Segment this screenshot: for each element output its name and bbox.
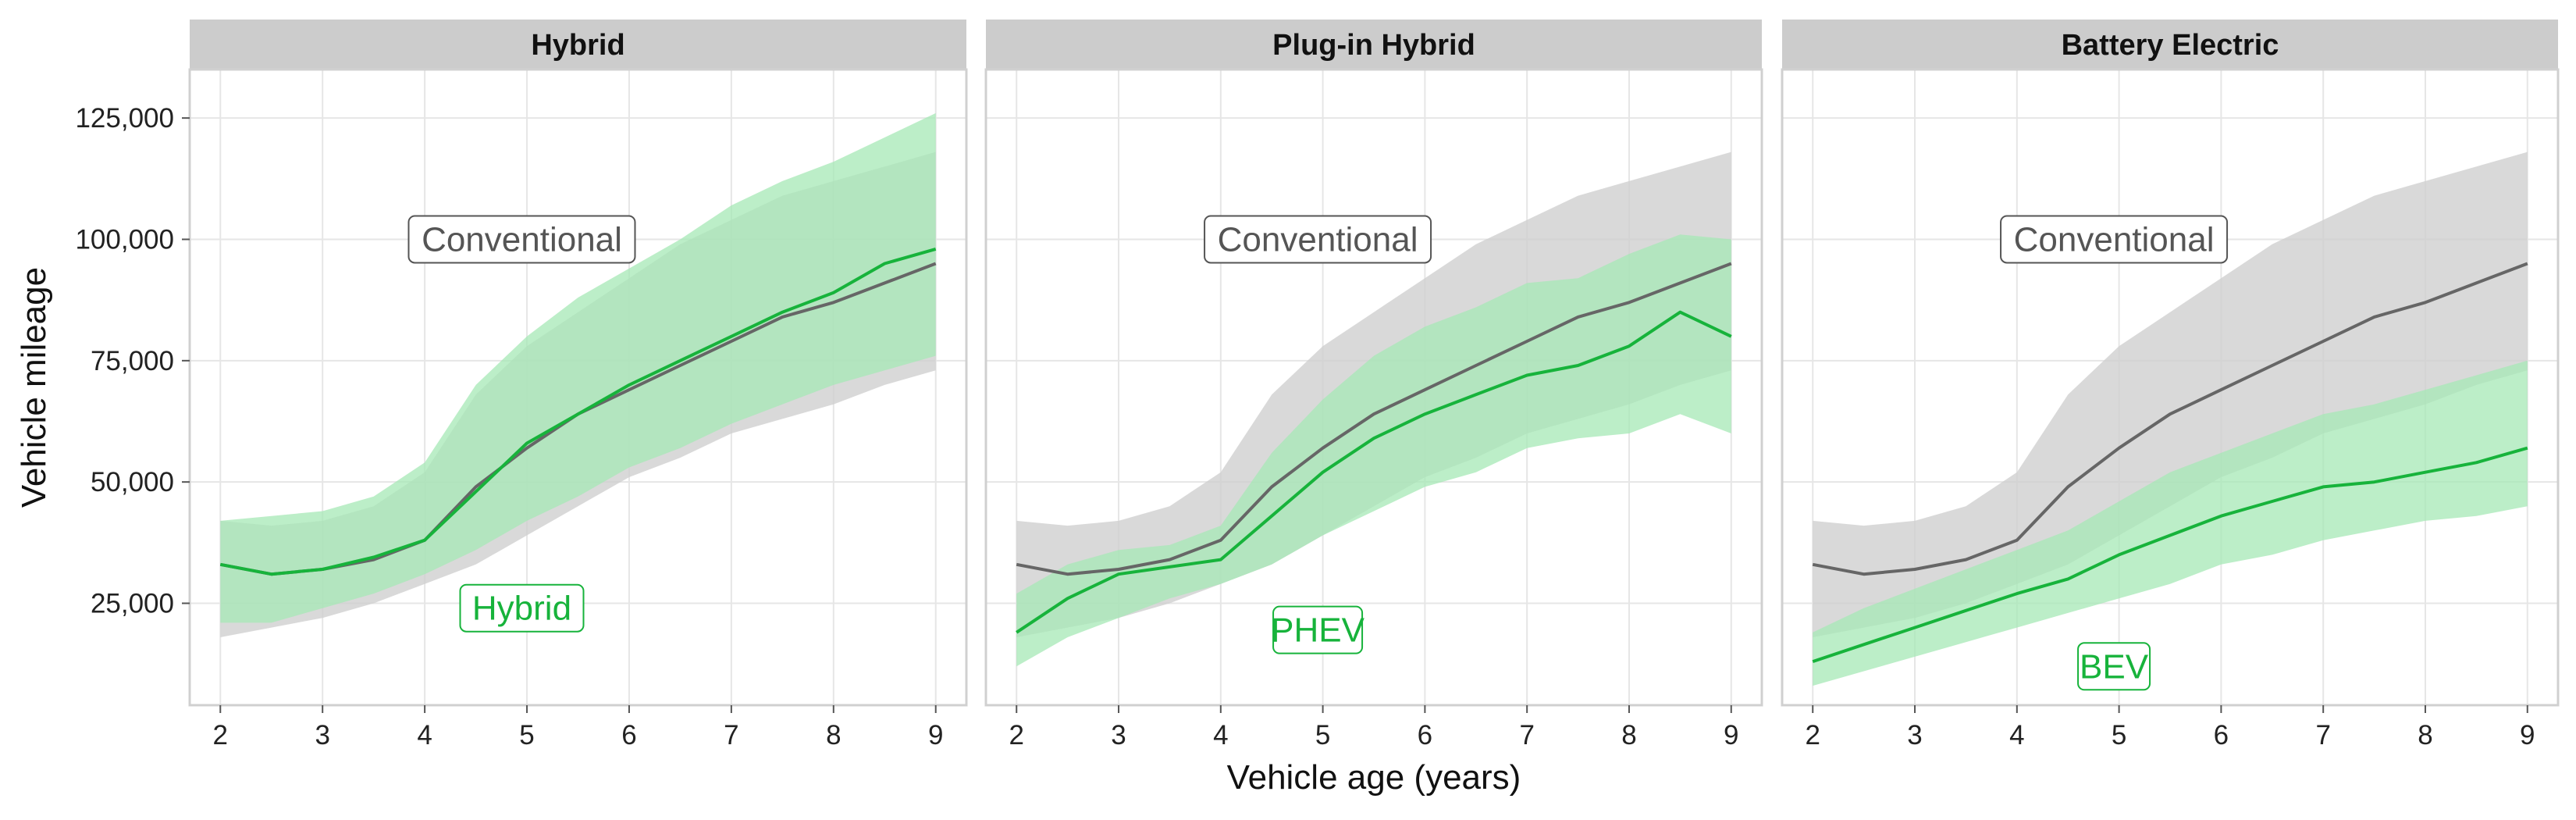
ev-band	[1016, 234, 1731, 667]
ev-line	[1812, 446, 2528, 663]
x-tick-label: 9	[1724, 720, 1738, 750]
conventional-label-text: Conventional	[1218, 220, 1418, 258]
x-tick-label: 8	[826, 720, 841, 750]
facet-strip	[986, 20, 1762, 70]
x-tick-label: 7	[2315, 720, 2330, 750]
conventional-label-text: Conventional	[2014, 220, 2215, 258]
x-tick-label: 5	[1315, 720, 1330, 750]
ev-band	[220, 112, 936, 623]
x-tick-label: 3	[1111, 720, 1126, 750]
facet-title: Hybrid	[531, 29, 624, 62]
conventional-label-text: Conventional	[422, 220, 622, 258]
conventional-line	[1016, 262, 1732, 576]
x-tick-label: 5	[2112, 720, 2126, 750]
facet-title: Plug-in Hybrid	[1272, 29, 1475, 62]
x-tick-label: 2	[213, 720, 228, 750]
conventional-band	[1813, 152, 2528, 638]
y-tick-label: 75,000	[91, 346, 174, 376]
ev-label-box	[2077, 642, 2151, 691]
x-tick-label: 3	[315, 720, 329, 750]
panel-border	[984, 68, 1763, 707]
y-tick-label: 100,000	[75, 224, 174, 255]
x-tick-label: 4	[2009, 720, 2024, 750]
x-tick-label: 9	[928, 720, 943, 750]
x-tick-label: 7	[1519, 720, 1534, 750]
conventional-label-box	[2000, 215, 2229, 264]
x-tick-label: 8	[2418, 720, 2432, 750]
x-tick-label: 9	[2520, 720, 2535, 750]
conventional-label-box	[407, 215, 636, 264]
x-tick-label: 8	[1621, 720, 1636, 750]
ev-label-text: PHEV	[1271, 611, 1364, 650]
ev-label-box	[459, 583, 585, 633]
conventional-line	[1812, 262, 2528, 576]
x-tick-label: 2	[1009, 720, 1024, 750]
ev-line	[1016, 310, 1732, 634]
facet-title: Battery Electric	[2062, 29, 2279, 62]
ev-band	[1813, 360, 2528, 686]
ev-label-box	[1272, 605, 1364, 654]
x-tick-label: 6	[2214, 720, 2229, 750]
y-tick-label: 125,000	[75, 103, 174, 134]
panel-border	[188, 68, 968, 707]
ev-line	[219, 247, 937, 576]
x-tick-label: 3	[1907, 720, 1922, 750]
facet-strip	[190, 20, 966, 70]
x-tick-label: 2	[1806, 720, 1820, 750]
x-tick-label: 4	[417, 720, 432, 750]
y-axis-title: Vehicle mileage	[15, 267, 53, 508]
x-tick-label: 4	[1213, 720, 1228, 750]
x-tick-label: 5	[519, 720, 534, 750]
x-tick-label: 6	[621, 720, 636, 750]
facet-panel-2: Battery Electric Conventional BEV 2 3 4 5 6 7 8 9	[1781, 20, 2560, 750]
facet-panel-0: Hybrid Conventional Hybrid 2 3 4 5 6 7 8 9	[182, 20, 968, 750]
x-axis-title: Vehicle age (years)	[1227, 758, 1521, 797]
facet-strip	[1782, 20, 2558, 70]
y-tick-label: 50,000	[91, 467, 174, 497]
y-tick-label: 25,000	[91, 589, 174, 619]
ev-label-text: BEV	[2080, 647, 2149, 686]
panel-border	[1781, 68, 2560, 707]
x-tick-label: 6	[1418, 720, 1432, 750]
facet-panel-1: Plug-in Hybrid Conventional PHEV 2 3 4 5 6 7 8 9	[984, 20, 1763, 750]
ev-label-text: Hybrid	[472, 590, 571, 628]
conventional-label-box	[1204, 215, 1432, 264]
x-tick-label: 7	[724, 720, 738, 750]
